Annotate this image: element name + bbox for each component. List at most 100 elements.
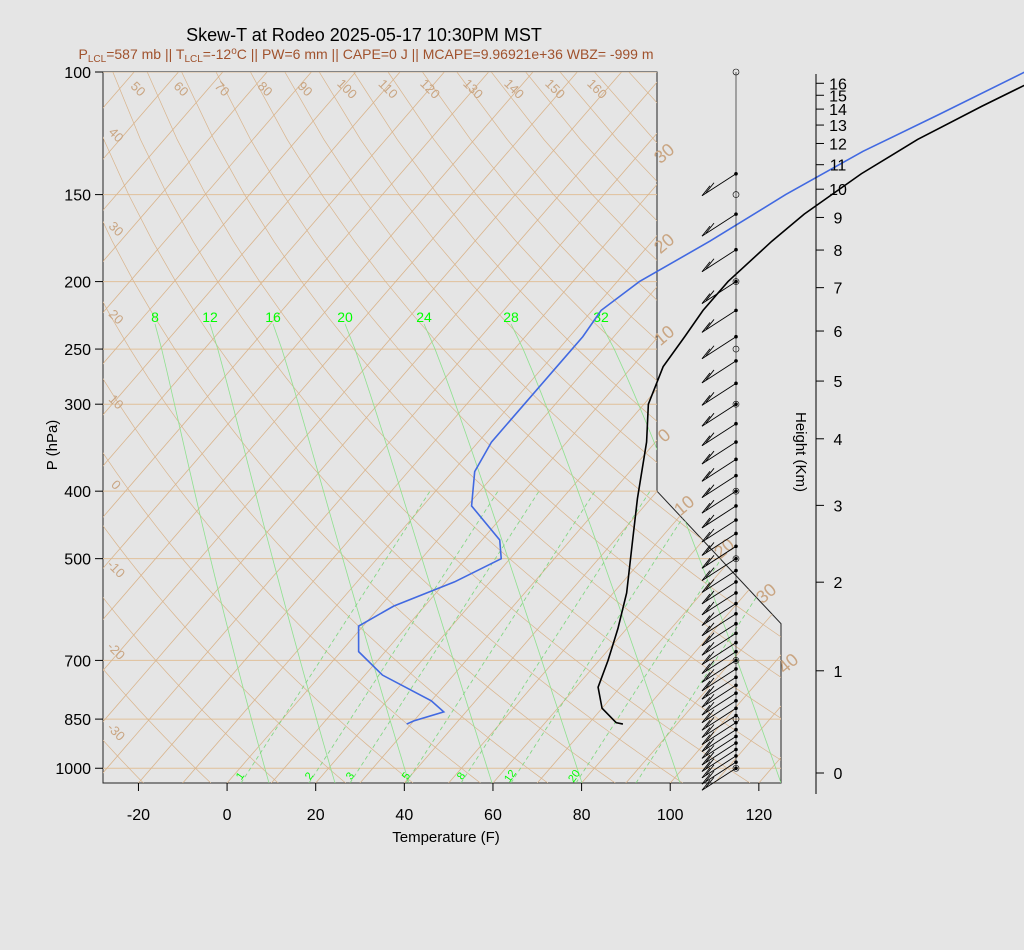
- wind-level-dot: [734, 591, 738, 595]
- wind-barb: [701, 684, 737, 708]
- wind-barb-flag: [701, 225, 711, 237]
- dry-adiabat: [215, 72, 781, 783]
- x-tick-label: 120: [745, 807, 772, 824]
- temperature-profile: [597, 84, 1024, 725]
- height-tick-label: 8: [834, 243, 843, 260]
- wind-barb-flag: [705, 182, 715, 194]
- height-tick-label: 3: [834, 498, 843, 515]
- height-tick-label: 1: [834, 664, 843, 681]
- height-tick-label: 9: [834, 210, 843, 227]
- isotherm: [103, 72, 534, 783]
- wind-barb-flag: [701, 531, 711, 543]
- moist-adiabat: [423, 323, 583, 783]
- wind-barb-flag: [701, 471, 711, 482]
- moist-adiabat: [209, 323, 336, 783]
- wind-barb: [701, 336, 737, 360]
- x-tick-label: 0: [223, 807, 232, 824]
- isotherm: [103, 72, 711, 783]
- y-tick-label: 400: [64, 484, 91, 501]
- wind-barb-flag: [705, 745, 715, 756]
- wind-barb: [701, 475, 737, 499]
- wind-barb-flag: [705, 685, 715, 697]
- isotherm: [669, 72, 781, 783]
- isotherm: [315, 72, 781, 783]
- wind-barb-flag: [705, 738, 715, 749]
- wind-barb: [701, 490, 737, 514]
- wind-barb: [701, 519, 737, 543]
- wind-barb: [701, 642, 737, 665]
- wind-level-dot: [734, 381, 738, 386]
- wind-barb-flag: [705, 642, 715, 653]
- wind-barb: [701, 651, 737, 675]
- mixing-ratio-label: 1: [234, 770, 247, 782]
- wind-barb-flag: [701, 615, 711, 626]
- dry-adiabat: [103, 72, 548, 783]
- mixing-ratio-label: 24: [416, 309, 432, 325]
- wind-level-dot: [734, 359, 738, 363]
- mixing-ratio-label: 16: [265, 309, 281, 325]
- wind-barb-flag: [701, 558, 711, 569]
- y-axis-label: P (hPa): [44, 420, 61, 471]
- height-tick-label: 5: [834, 374, 843, 391]
- wind-barb-flag: [705, 258, 715, 270]
- wind-barb-flag: [705, 601, 715, 613]
- y-tick-label: 300: [64, 397, 91, 414]
- wind-barb-flag: [705, 612, 715, 623]
- mixing-ratio-line: [460, 490, 651, 783]
- wind-barb: [701, 676, 737, 700]
- moist-adiabat: [510, 323, 681, 783]
- x-tick-label: 40: [395, 807, 413, 824]
- wind-level-dot: [734, 683, 738, 688]
- height-tick-label: 11: [830, 158, 847, 175]
- wind-barb-flag: [701, 604, 711, 616]
- wind-level-dot: [734, 720, 738, 725]
- mandatory-level-marker: [732, 191, 740, 198]
- isotherm: [271, 72, 781, 783]
- wind-barb-flag: [701, 680, 711, 692]
- wind-level-dot: [734, 698, 738, 703]
- x-tick-label: 100: [657, 807, 684, 824]
- wind-barb: [701, 761, 737, 785]
- mandatory-level-marker: [732, 345, 740, 353]
- wind-barb: [701, 441, 737, 465]
- wind-barb-flag: [705, 432, 715, 443]
- wind-barb-flag: [701, 696, 711, 708]
- wind-barb-flag: [701, 663, 711, 674]
- y-tick-label: 850: [64, 712, 91, 729]
- wind-level-dot: [734, 713, 738, 718]
- wind-barb: [701, 545, 737, 569]
- wind-level-dot: [734, 247, 738, 252]
- wind-barb-flag: [705, 751, 715, 763]
- height-tick-label: 12: [829, 136, 847, 153]
- wind-barb-flag: [705, 392, 715, 403]
- mandatory-level-marker: [732, 657, 740, 664]
- wind-barb-flag: [705, 514, 715, 526]
- wind-barb-flag: [705, 468, 715, 479]
- wind-barb-flag: [701, 688, 711, 700]
- isotherm: [625, 72, 781, 783]
- moist-adiabat: [154, 323, 270, 783]
- mixing-ratio-line: [349, 490, 540, 783]
- mandatory-level-marker: [732, 715, 740, 723]
- wind-level-dot: [734, 667, 738, 671]
- dry-adiabat: [103, 72, 212, 783]
- mandatory-level-marker: [732, 764, 740, 772]
- mixing-ratio-line: [635, 490, 781, 783]
- wind-barb: [701, 767, 737, 791]
- height-axis-label: Height (Km): [792, 412, 809, 492]
- wind-barb: [701, 749, 737, 772]
- wind-barb-flag: [701, 779, 711, 791]
- wind-level-dot: [734, 531, 738, 536]
- wind-barb-flag: [701, 734, 711, 745]
- wind-barb: [701, 533, 737, 556]
- mandatory-level-marker: [732, 555, 740, 562]
- isotherm: [0, 72, 45, 783]
- wind-barb: [701, 707, 737, 731]
- wind-barb-flag: [705, 701, 715, 713]
- mandatory-level-marker: [732, 487, 740, 495]
- wind-barb: [701, 613, 737, 637]
- height-tick-label: 13: [829, 118, 847, 135]
- wind-barb: [701, 722, 737, 746]
- dry-adiabat: [284, 72, 781, 783]
- wind-barb: [701, 249, 737, 273]
